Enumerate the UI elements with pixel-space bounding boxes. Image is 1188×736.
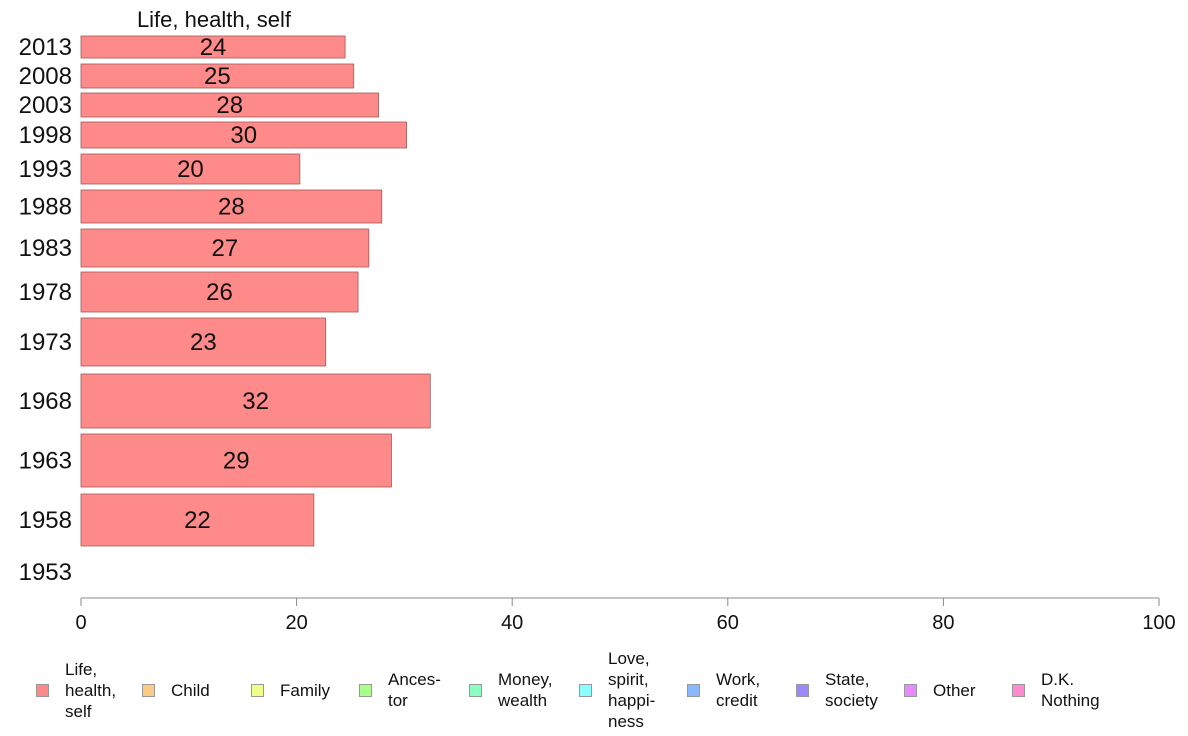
legend-label: D.K. Nothing xyxy=(1041,670,1100,710)
legend-swatch xyxy=(796,683,809,697)
bar-2003 xyxy=(80,92,379,118)
data-label-1983: 27 xyxy=(212,235,239,262)
data-label-1993: 20 xyxy=(177,156,204,183)
legend-swatch xyxy=(251,683,264,697)
legend-swatch xyxy=(36,683,49,697)
legend-swatch xyxy=(142,683,155,697)
legend-label: Love, spirit, happi- ness xyxy=(608,649,656,731)
legend-item: Love, spirit, happi- ness xyxy=(579,648,687,732)
legend-label: Family xyxy=(280,680,331,700)
legend-item: State, society xyxy=(796,669,904,711)
legend-label: Other xyxy=(933,680,976,700)
legend-item: Family xyxy=(251,680,359,701)
category-label-2013: 2013 xyxy=(19,34,72,61)
legend-swatch xyxy=(904,683,917,697)
data-label-1968: 32 xyxy=(242,388,269,415)
legend-label: Money, wealth xyxy=(498,670,553,710)
legend: Life, health, self Child Family Ances- tor M… xyxy=(36,648,1176,732)
x-tick-label-20: 20 xyxy=(285,612,307,634)
legend-item: Ances- tor xyxy=(359,669,469,711)
legend-item: D.K. Nothing xyxy=(1012,669,1132,711)
category-label-1988: 1988 xyxy=(19,194,72,221)
x-tick-label-100: 100 xyxy=(1142,612,1175,634)
data-label-1973: 23 xyxy=(190,329,217,356)
x-tick-label-80: 80 xyxy=(932,612,954,634)
legend-label: Life, health, self xyxy=(65,659,117,721)
bar-1998 xyxy=(80,121,407,149)
category-label-2008: 2008 xyxy=(19,63,72,90)
bar-2008 xyxy=(80,63,355,89)
data-label-1998: 30 xyxy=(230,122,257,149)
legend-label: Ances- tor xyxy=(388,670,441,710)
data-label-1958: 22 xyxy=(184,507,211,534)
category-label-1963: 1963 xyxy=(19,448,72,475)
category-label-1958: 1958 xyxy=(19,507,72,534)
legend-label: Child xyxy=(171,680,210,700)
legend-swatch xyxy=(579,683,592,697)
category-label-2003: 2003 xyxy=(19,92,72,119)
x-axis: 0 20 40 60 80 100 xyxy=(75,597,1176,634)
legend-label: State, society xyxy=(825,670,878,710)
data-label-1988: 28 xyxy=(218,194,245,221)
data-label-1963: 29 xyxy=(223,448,250,475)
category-label-1968: 1968 xyxy=(19,388,72,415)
legend-item: Money, wealth xyxy=(469,669,579,711)
bar-1993 xyxy=(80,153,301,185)
data-label-2013: 24 xyxy=(200,34,227,61)
bar-1968 xyxy=(80,373,431,429)
x-tick-label-0: 0 xyxy=(75,612,86,634)
bars-layer: 2013 24 2008 25 2003 28 1998 30 1993 20 1988 28 1983… xyxy=(19,34,431,586)
bar-2013 xyxy=(80,35,346,59)
legend-item: Work, credit xyxy=(687,669,796,711)
bar-1978 xyxy=(80,271,359,313)
data-label-1978: 26 xyxy=(206,279,233,306)
x-tick-label-40: 40 xyxy=(501,612,523,634)
bar-1983 xyxy=(80,228,370,268)
legend-item: Life, health, self xyxy=(36,659,142,722)
category-label-1973: 1973 xyxy=(19,329,72,356)
legend-swatch xyxy=(687,683,700,697)
legend-label: Work, credit xyxy=(716,670,761,710)
legend-item: Child xyxy=(142,680,251,701)
legend-swatch xyxy=(469,683,482,697)
legend-item: Other xyxy=(904,680,1012,701)
bar-1963 xyxy=(80,433,392,488)
panel-title: Life, health, self xyxy=(137,7,292,32)
category-label-1978: 1978 xyxy=(19,279,72,306)
category-label-1953: 1953 xyxy=(19,559,72,586)
data-label-2003: 28 xyxy=(216,92,243,119)
bar-1958 xyxy=(80,493,315,547)
legend-swatch xyxy=(1012,683,1025,697)
bar-1988 xyxy=(80,189,383,224)
bar-1973 xyxy=(80,317,327,367)
data-label-2008: 25 xyxy=(204,63,231,90)
x-tick-label-60: 60 xyxy=(717,612,739,634)
legend-swatch xyxy=(359,683,372,697)
category-label-1993: 1993 xyxy=(19,156,72,183)
category-label-1998: 1998 xyxy=(19,122,72,149)
category-label-1983: 1983 xyxy=(19,235,72,262)
